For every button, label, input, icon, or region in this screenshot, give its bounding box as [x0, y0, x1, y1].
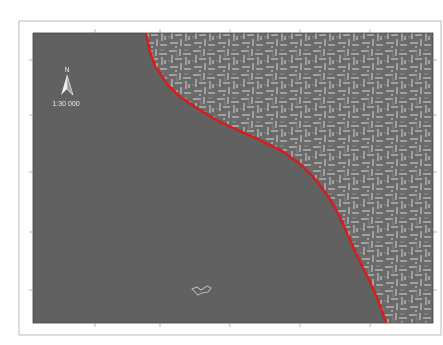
- north-label: N: [64, 67, 69, 74]
- map-figure: N 1:30 000: [0, 0, 443, 345]
- scale-label: 1:30 000: [52, 101, 79, 108]
- map-body: [33, 33, 433, 323]
